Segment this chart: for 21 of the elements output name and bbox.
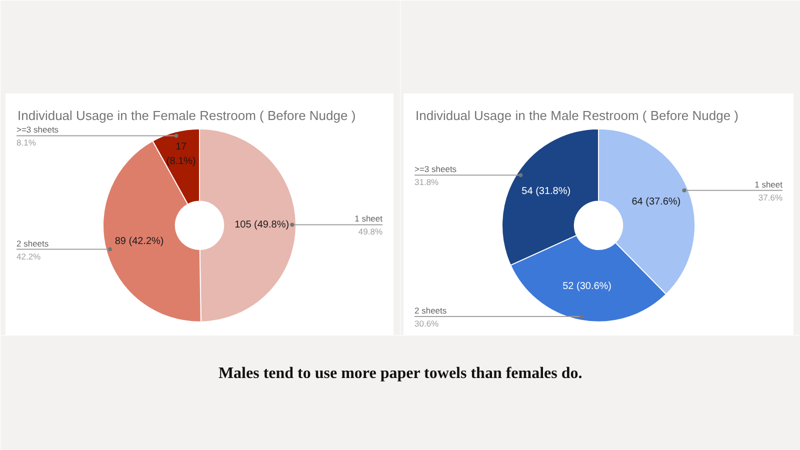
slice-label: 1 sheet [754, 179, 784, 190]
data-label: 52 (30.6%) [562, 281, 612, 292]
text: Males tend to use more paper towels than females do. [218, 365, 582, 382]
chart-title: Individual Usage in the Male Restroom ( Before Nudge ) [416, 108, 738, 123]
text: 31.8% [414, 177, 440, 188]
slice-label: 1 sheet [354, 214, 384, 224]
slice-label: >=3 sheets [16, 124, 59, 135]
slice-label: >=3 sheets [414, 164, 457, 174]
text: 37.6% [758, 192, 783, 202]
text: 30.6% [414, 318, 440, 328]
text: 42.2% [16, 251, 42, 262]
data-label: 89 (42.2%) [114, 236, 164, 247]
data-label: 105 (49.8%) [234, 219, 290, 230]
data-label: 64 (37.6%) [632, 196, 681, 208]
data-label: 17 (8.1%) [166, 142, 196, 168]
text: 8.1% [16, 138, 36, 148]
chart-title: Individual Usage in the Female Restroom ( Before Nudge ) [18, 108, 356, 123]
data-label: 54 (31.8%) [522, 186, 571, 198]
text: 49.8% [358, 226, 383, 237]
slice-label: 2 sheets [414, 305, 447, 316]
slice-label: 2 sheets [16, 238, 49, 248]
